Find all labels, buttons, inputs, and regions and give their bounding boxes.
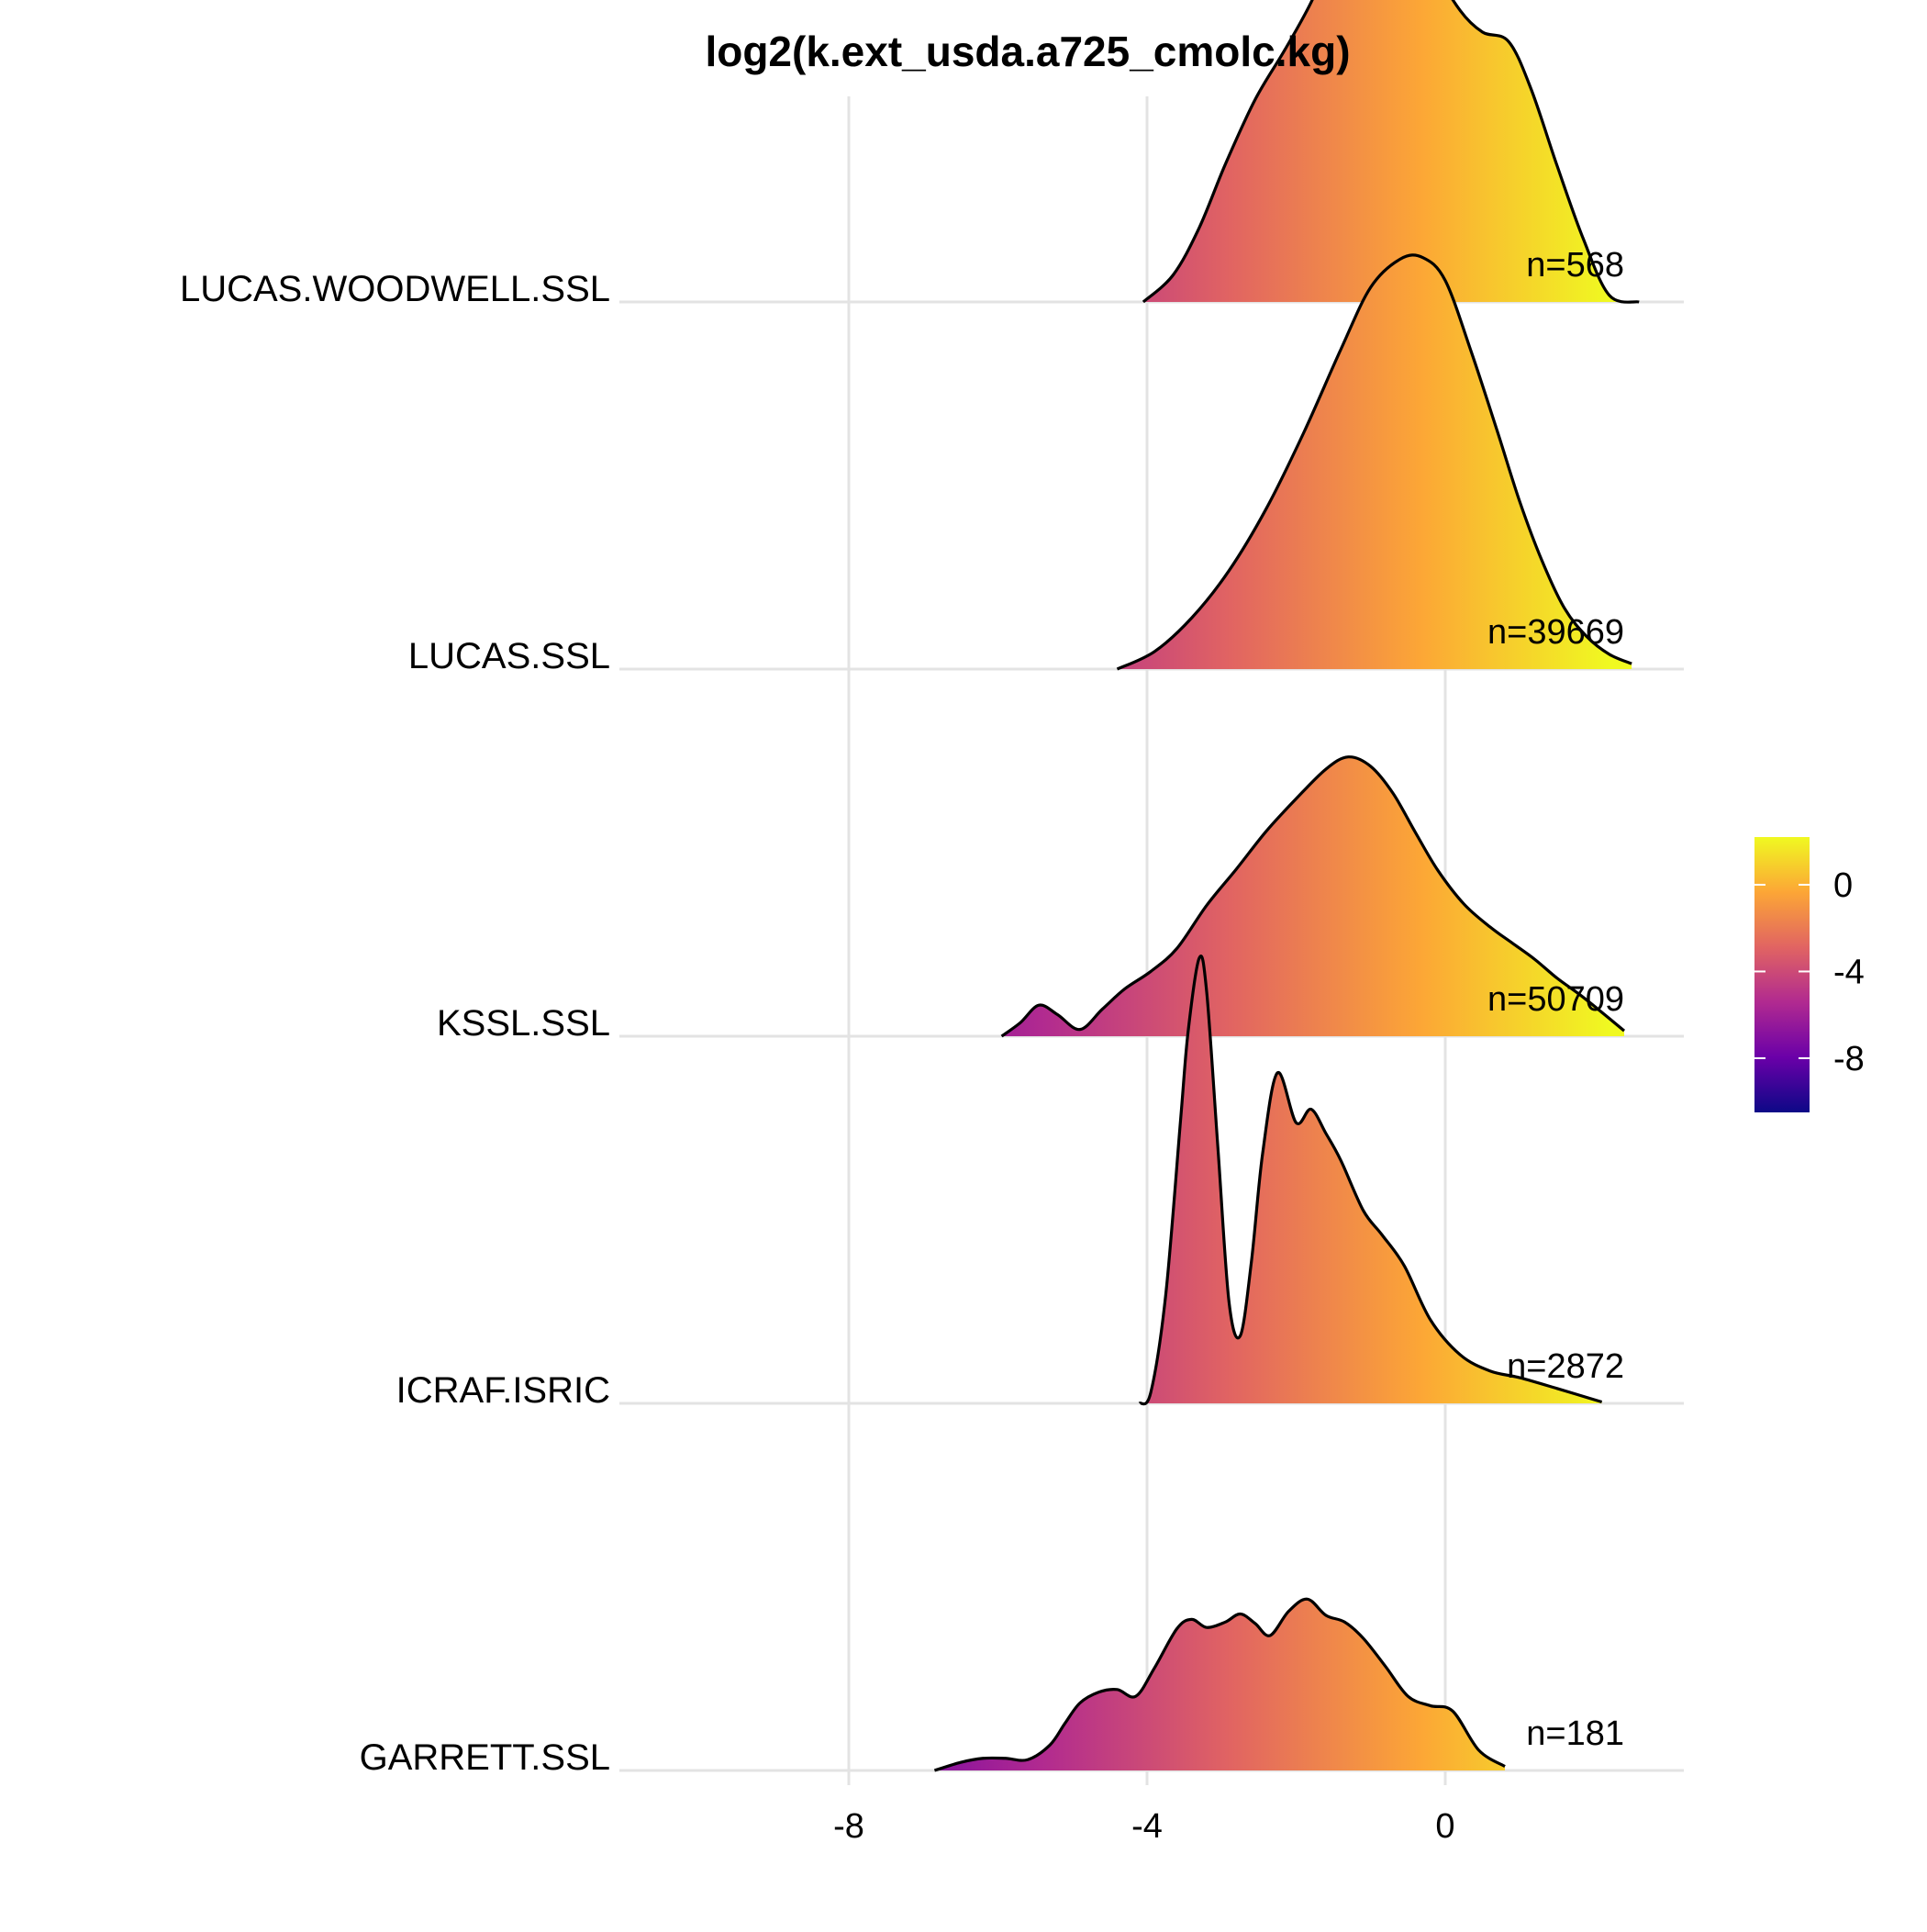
colorbar-tick-label: 0 [1833, 866, 1853, 905]
ridge-line-lucas-ssl [1116, 253, 1632, 671]
ridge-line-icraf-isric [1138, 955, 1603, 1406]
y-category-label: LUCAS.SSL [408, 636, 610, 676]
sample-size-label: n=2872 [1507, 1347, 1624, 1386]
y-category-label: KSSL.SSL [437, 1003, 610, 1044]
x-tick-label: -4 [1131, 1807, 1163, 1846]
x-tick-label: 0 [1435, 1807, 1454, 1846]
labels: -8 -4 0 LUCAS.WOODWELL.SSL n=568 LUCAS.SSL n=3… [180, 246, 1624, 1846]
color-legend: 0 -4 -8 [1754, 837, 1865, 1112]
sample-size-label: n=50709 [1487, 980, 1624, 1019]
sample-size-label: n=568 [1526, 246, 1624, 285]
y-category-label: LUCAS.WOODWELL.SSL [180, 269, 610, 309]
ridge-area-icraf-isric [1139, 955, 1602, 1404]
sample-size-label: n=181 [1526, 1714, 1624, 1753]
chart-title: log2(k.ext_usda.a725_cmolc.kg) [705, 28, 1350, 75]
ridge-line-garrett-ssl [933, 1597, 1506, 1772]
grid-layer [619, 96, 1684, 1785]
ridges [933, 0, 1640, 1772]
ridge-line-kssl-ssl [1000, 755, 1626, 1038]
sample-size-label: n=39669 [1487, 613, 1624, 652]
colorbar-tick-label: -4 [1833, 953, 1865, 991]
x-tick-label: -8 [833, 1807, 864, 1846]
ridge-area-lucas-woodwell-ssl [1142, 0, 1640, 303]
ridge-area-garrett-ssl [934, 1599, 1505, 1770]
y-category-label: GARRETT.SSL [360, 1737, 610, 1778]
colorbar [1754, 837, 1810, 1112]
ridge-area-lucas-ssl [1117, 254, 1632, 669]
y-category-label: ICRAF.ISRIC [396, 1370, 610, 1411]
ridge-area-kssl-ssl [1001, 756, 1624, 1036]
ridge-line-lucas-woodwell-ssl [1142, 0, 1640, 304]
colorbar-tick-label: -8 [1833, 1040, 1865, 1078]
